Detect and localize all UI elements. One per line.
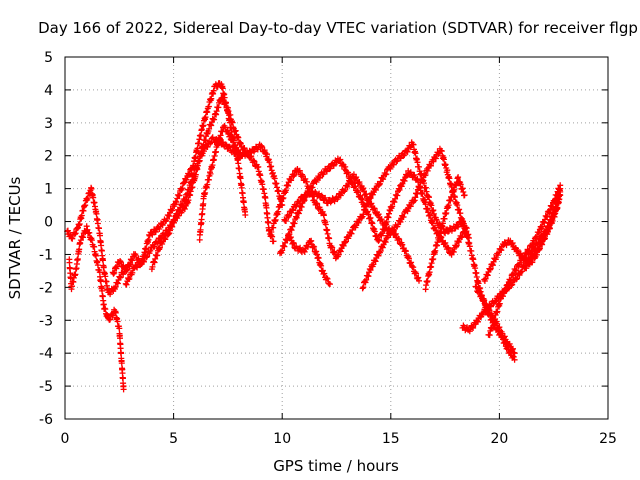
y-tick-label: -2 [39,280,53,296]
series-t14 [472,283,518,357]
plus-markers [66,223,127,393]
axis-ticks: 0 5 10 15 20 25 -6 -5 -4 -3 -2 -1 0 1 2 3 4 5 [39,50,617,447]
x-tick-label: 20 [490,431,508,447]
y-tick-label: 3 [44,116,53,132]
plus-markers [472,283,518,357]
series-t2 [66,223,127,393]
series-t6 [196,122,244,243]
x-tick-label: 0 [61,431,70,447]
y-axis-title: SDTVAR / TECUs [6,176,24,299]
y-tick-label: -5 [39,379,53,395]
y-tick-label: -3 [39,313,53,329]
x-axis-title: GPS time / hours [273,457,399,475]
plus-markers [422,174,468,293]
plus-markers [522,185,564,272]
data-points [64,80,564,393]
x-tick-label: 25 [599,431,617,447]
series-t1 [64,184,134,298]
series-t15 [485,182,564,339]
y-tick-label: 4 [44,83,53,99]
x-tick-label: 5 [169,431,178,447]
series-t10 [285,230,333,288]
y-tick-label: 5 [44,50,53,66]
x-tick-label: 15 [382,431,400,447]
x-tick-label: 10 [273,431,291,447]
plot-frame [64,56,609,420]
y-tick-label: 0 [44,215,53,231]
plus-markers [196,122,244,243]
y-tick-label: 1 [44,182,53,198]
plus-markers [485,182,564,339]
y-tick-label: 2 [44,149,53,165]
plus-markers [285,230,333,288]
series-t17 [522,185,564,272]
y-tick-label: -4 [39,346,53,362]
plus-markers [64,184,134,298]
y-tick-label: -1 [39,247,53,263]
y-tick-label: -6 [39,412,53,428]
series-t12 [422,174,468,293]
chart-title: Day 166 of 2022, Sidereal Day-to-day VTE… [38,19,638,37]
